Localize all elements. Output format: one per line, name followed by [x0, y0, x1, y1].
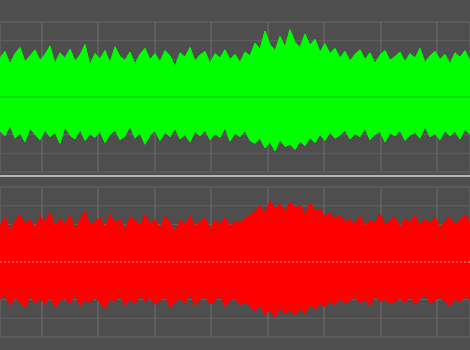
center-line: [0, 97, 470, 98]
waveform-view: [0, 0, 470, 350]
plot-frame: [1, 187, 470, 337]
center-line: [0, 262, 470, 263]
grid-line: [0, 318, 470, 319]
channel-panel: [0, 187, 470, 337]
waveform-envelope: [0, 30, 470, 152]
marks: [0, 201, 470, 318]
grid-line: [0, 205, 470, 206]
waveform-envelope: [0, 201, 470, 318]
grid-line: [0, 153, 470, 154]
channel-panel: [0, 22, 470, 172]
background: [0, 0, 470, 350]
marks: [0, 30, 470, 152]
grid-line: [0, 97, 470, 98]
channel-separator: [0, 175, 470, 177]
plot-frame: [1, 22, 470, 172]
grid-line: [0, 40, 470, 41]
